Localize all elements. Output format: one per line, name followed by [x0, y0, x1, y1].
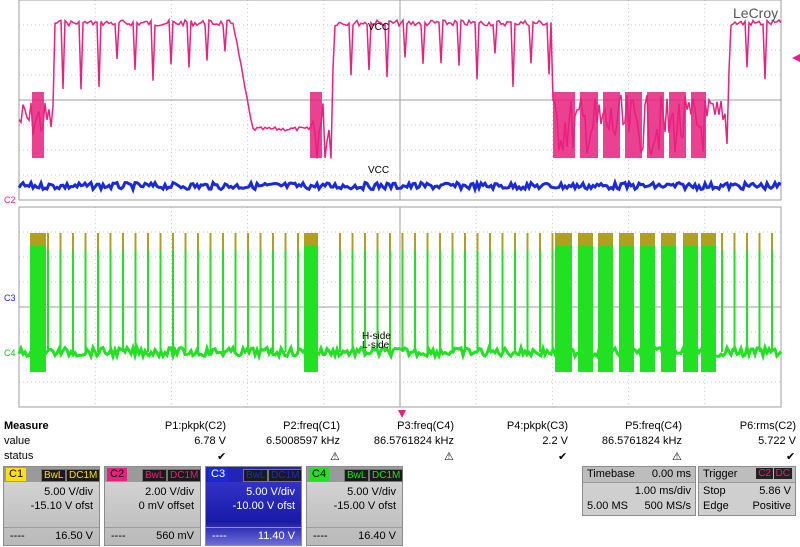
sample-count: 5.00 MS	[587, 500, 628, 512]
offset: 0 mV offset	[138, 500, 194, 512]
bandwidth-limit-badge: BwL	[243, 469, 269, 482]
trigger-source: C2	[756, 468, 773, 479]
trace-label-c1: VCC	[368, 22, 389, 33]
channel-value: 16.40 V	[358, 530, 396, 542]
coupling-badge: DC1M	[369, 469, 404, 482]
trace-label-c3: H-side	[362, 331, 391, 342]
param-value-p6: 5.722 V	[758, 435, 796, 447]
param-value-p3: 86.5761824 kHz	[373, 435, 454, 447]
bandwidth-limit-badge: BwL	[142, 469, 168, 482]
channel-tag-c3: C3	[208, 468, 229, 481]
channel-panel-c2[interactable]: C2 BwL DC1M 2.00 V/div 0 mV offset ---- …	[104, 466, 202, 546]
channel-panel-c3[interactable]: C3 BwL DC1M 5.00 V/div -10.00 V ofst ---…	[205, 466, 303, 546]
trigger-mode: Stop	[703, 485, 726, 497]
coupling-badge: DC1M	[66, 469, 101, 482]
axis-marker-c4: C4	[4, 348, 16, 358]
warning-icon: ⚠	[444, 451, 454, 463]
channel-tag-c1: C1	[6, 468, 27, 481]
offset: -15.00 V ofst	[333, 500, 396, 512]
trigger-coupling: DC	[773, 468, 792, 479]
trigger-panel[interactable]: Trigger C2 DC Stop 5.86 V Edge Positive	[698, 466, 796, 516]
param-value-p2: 6.5008597 kHz	[266, 435, 340, 447]
bandwidth-limit-badge: BwL	[41, 469, 67, 482]
trigger-level-marker	[792, 54, 800, 62]
offset: -15.10 V ofst	[30, 500, 93, 512]
timebase-label: Timebase	[587, 468, 635, 480]
timebase-delay: 0.00 ms	[651, 468, 691, 480]
brand-logo: LeCroy	[733, 5, 778, 21]
axis-marker-c3: C3	[4, 293, 16, 303]
waveform-display[interactable]: LeCroy VCC VCC H-side L-side C2 C3 C4	[0, 0, 800, 418]
trigger-position-marker	[398, 410, 406, 418]
trigger-level: 5.86 V	[759, 485, 791, 497]
trigger-type: Edge	[703, 500, 729, 512]
sample-rate: 500 MS/s	[644, 500, 691, 512]
timebase-panel[interactable]: Timebase 0.00 ms 1.00 ms/div 5.00 MS 500…	[582, 466, 696, 516]
coupling-badge: DC1M	[167, 469, 202, 482]
warning-icon: ⚠	[330, 451, 340, 463]
axis-marker-c2: C2	[4, 195, 16, 205]
volts-per-div: 5.00 V/div	[347, 486, 396, 498]
param-name-p6[interactable]: P6:rms(C2)	[739, 420, 796, 432]
trace-label-c2: VCC	[368, 165, 389, 176]
offset: -10.00 V ofst	[232, 500, 295, 512]
time-per-div: 1.00 ms/div	[634, 485, 691, 497]
trigger-slope: Positive	[752, 500, 791, 512]
channel-panel-c1[interactable]: C1 BwL DC1M 5.00 V/div -15.10 V ofst ---…	[3, 466, 101, 546]
channel-tag-c4: C4	[309, 468, 330, 481]
warning-icon: ⚠	[672, 451, 682, 463]
check-icon: ✔	[558, 451, 568, 463]
check-icon: ✔	[217, 451, 227, 463]
trace-label-c4: L-side	[362, 340, 390, 351]
param-name-p1[interactable]: P1:pkpk(C2)	[164, 420, 226, 432]
volts-per-div: 2.00 V/div	[145, 486, 194, 498]
volts-per-div: 5.00 V/div	[246, 486, 295, 498]
param-value-p5: 86.5761824 kHz	[601, 435, 682, 447]
bandwidth-limit-badge: BwL	[344, 469, 370, 482]
coupling-badge: DC1M	[268, 469, 303, 482]
trigger-label: Trigger	[703, 468, 738, 480]
measure-table: Measure P1:pkpk(C2) P2:freq(C1) P3:freq(…	[0, 418, 800, 465]
param-name-p5[interactable]: P5:freq(C4)	[625, 420, 682, 432]
param-value-p1: 6.78 V	[194, 435, 226, 447]
channel-value: 11.40 V	[257, 530, 295, 542]
channel-value: 560 mV	[156, 530, 194, 542]
channel-panel-c4[interactable]: C4 BwL DC1M 5.00 V/div -15.00 V ofst ---…	[306, 466, 404, 546]
volts-per-div: 5.00 V/div	[44, 486, 93, 498]
check-icon: ✔	[786, 451, 796, 463]
param-name-p4[interactable]: P4:pkpk(C3)	[506, 420, 568, 432]
measure-title: Measure	[4, 420, 49, 432]
param-value-p4: 2.2 V	[542, 435, 568, 447]
channel-value: 16.50 V	[55, 530, 93, 542]
status-row-label: status	[4, 450, 34, 462]
channel-tag-c2: C2	[107, 468, 128, 481]
value-row-label: value	[4, 435, 31, 447]
param-name-p3[interactable]: P3:freq(C4)	[397, 420, 454, 432]
param-name-p2[interactable]: P2:freq(C1)	[283, 420, 340, 432]
